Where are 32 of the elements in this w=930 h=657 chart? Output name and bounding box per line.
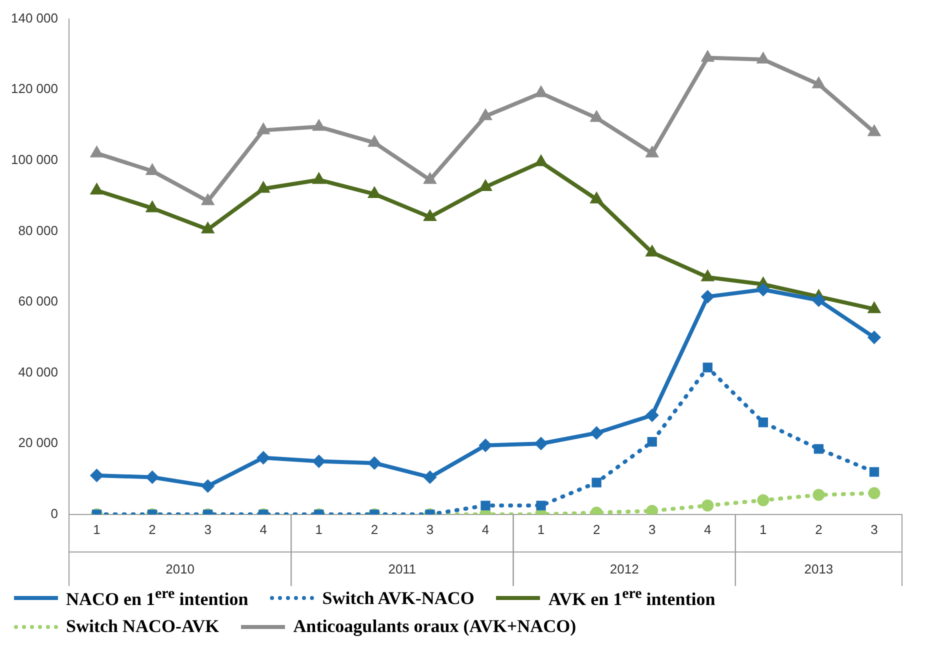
x-tick-label: 2	[815, 522, 822, 537]
x-tick-label: 4	[482, 522, 490, 537]
x-tick-label: 4	[260, 522, 267, 537]
x-tick-label: 1	[315, 522, 323, 537]
x-tick-label: 2	[592, 522, 600, 537]
y-tick-label: 120 000	[10, 81, 58, 96]
x-tick-label: 3	[870, 522, 878, 537]
text: 2012	[610, 562, 639, 577]
x-tick-label: 1	[93, 522, 100, 537]
y-tick-label: 140 000	[10, 10, 58, 26]
legend-label: Switch AVK-NACO	[322, 588, 474, 608]
x-tick-label: 3	[204, 522, 212, 537]
x-tick-label: 2	[370, 522, 378, 537]
y-tick-label: 40 000	[18, 364, 58, 380]
x-tick-label: 1	[537, 522, 545, 537]
x-tick-label: 3	[426, 522, 434, 537]
legend-label: NACO en 1$^{ere}$ intention	[66, 586, 248, 610]
text: 2011	[388, 562, 416, 577]
legend-label: Switch NACO-AVK	[66, 616, 220, 637]
x-tick-label: 4	[704, 522, 712, 537]
x-tick-label: 1	[760, 522, 767, 537]
legend-label: Anticoagulants oraux (AVK+NACO)	[293, 616, 576, 637]
y-tick-label: 0	[50, 506, 58, 521]
legend-label: AVK en 1$^{ere}$ intention	[548, 586, 716, 610]
x-tick-label: 2	[148, 522, 156, 537]
y-tick-label: 80 000	[18, 222, 58, 238]
text: 2010	[166, 562, 195, 577]
y-tick-label: 100 000	[10, 152, 58, 167]
y-tick-label: 60 000	[18, 294, 58, 309]
text: 2013	[804, 562, 834, 577]
x-tick-label: 3	[648, 522, 656, 537]
y-tick-label: 20 000	[18, 435, 58, 450]
